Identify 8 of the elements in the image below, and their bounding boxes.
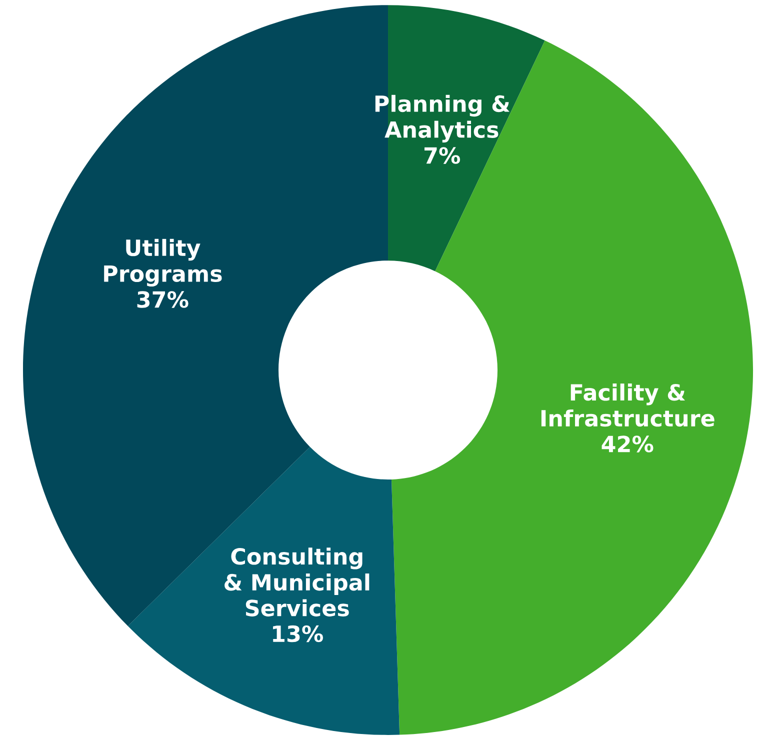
- slice-label: Facility & Infrastructure: [541, 384, 714, 427]
- slice-label: Planning & Analytics: [375, 94, 510, 142]
- data-label: 37%: [137, 291, 188, 308]
- slice-label: Consulting & Municipal Services: [224, 548, 370, 616]
- data-label: 13%: [273, 625, 324, 642]
- data-label: 42%: [602, 436, 654, 452]
- slice-label: Utility Programs: [104, 238, 222, 287]
- data-label: 7%: [424, 147, 460, 164]
